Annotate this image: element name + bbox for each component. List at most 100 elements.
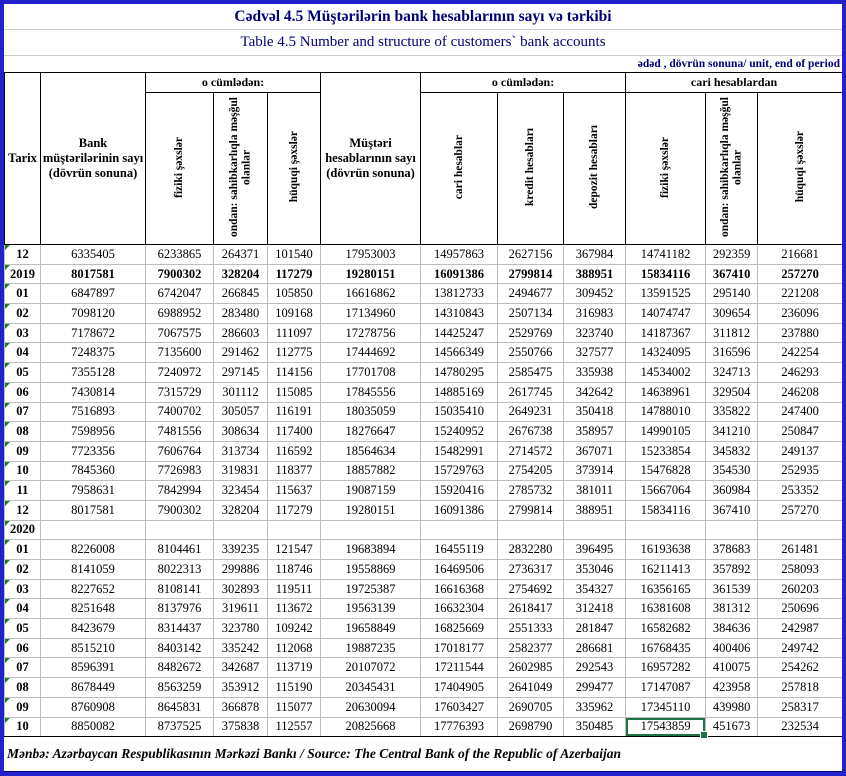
row-label-cell[interactable]: 10 [4,716,41,738]
data-cell[interactable]: 8017581 [40,499,146,521]
row-label-cell[interactable]: 10 [4,460,41,482]
data-cell[interactable]: 8251648 [40,598,146,620]
data-cell[interactable]: 242254 [757,342,842,364]
data-cell[interactable]: 19887235 [320,637,422,659]
data-cell[interactable]: 8137976 [145,598,214,620]
data-cell[interactable]: 339235 [213,539,268,560]
data-cell[interactable]: 323740 [563,322,627,344]
data-cell[interactable]: 323454 [213,480,268,501]
data-cell[interactable]: 8678449 [40,677,146,698]
data-cell[interactable]: 350418 [563,401,627,423]
data-cell[interactable]: 423958 [705,677,759,698]
row-label-cell[interactable]: 11 [4,480,41,501]
data-cell[interactable] [266,519,322,541]
data-cell[interactable]: 115190 [266,677,322,698]
row-label-cell[interactable]: 05 [4,618,41,639]
data-cell[interactable]: 20345431 [320,677,422,698]
data-cell[interactable]: 121547 [266,539,322,560]
data-cell[interactable]: 335938 [563,362,627,383]
data-cell[interactable]: 7958631 [40,480,146,501]
data-cell[interactable]: 2602985 [497,657,565,679]
data-cell[interactable]: 8314437 [145,618,214,639]
data-cell[interactable]: 7248375 [40,342,146,364]
data-cell[interactable]: 16957282 [625,657,707,679]
data-cell[interactable]: 7723356 [40,440,146,462]
data-cell[interactable]: 2754205 [497,460,565,482]
row-label-cell[interactable]: 07 [4,401,41,423]
data-cell[interactable]: 216681 [757,244,842,265]
data-cell[interactable]: 2507134 [497,303,565,324]
data-cell[interactable]: 8482672 [145,657,214,679]
data-cell[interactable]: 7516893 [40,401,146,423]
data-cell[interactable]: 16616862 [320,283,422,305]
data-cell[interactable]: 14885169 [420,381,499,403]
data-cell[interactable]: 7845360 [40,460,146,482]
data-cell[interactable]: 8645831 [145,696,214,718]
row-label-cell[interactable]: 06 [4,381,41,403]
data-cell[interactable]: 14425247 [420,322,499,344]
data-cell[interactable]: 2529769 [497,322,565,344]
data-cell[interactable]: 373914 [563,460,627,482]
row-label-cell[interactable]: 03 [4,322,41,344]
data-cell[interactable]: 14534002 [625,362,707,383]
row-label-cell[interactable]: 04 [4,342,41,364]
data-cell[interactable]: 367410 [705,499,759,521]
data-cell[interactable]: 16582682 [625,618,707,639]
data-cell[interactable]: 8737525 [145,716,214,738]
data-cell[interactable]: 105850 [266,283,322,305]
data-cell[interactable]: 249137 [757,440,842,462]
data-cell[interactable]: 14780295 [420,362,499,383]
data-cell[interactable]: 111097 [266,322,322,344]
data-cell[interactable]: 358957 [563,421,627,442]
data-cell[interactable]: 381011 [563,480,627,501]
data-cell[interactable]: 313734 [213,440,268,462]
data-cell[interactable]: 350485 [563,716,627,738]
data-cell[interactable]: 19683894 [320,539,422,560]
data-cell[interactable]: 17776393 [420,716,499,738]
data-cell[interactable]: 328204 [213,499,268,521]
data-cell[interactable]: 7598956 [40,421,146,442]
data-cell[interactable]: 113672 [266,598,322,620]
data-cell[interactable]: 16768435 [625,637,707,659]
data-cell[interactable]: 7481556 [145,421,214,442]
data-cell[interactable]: 7900302 [145,263,214,285]
data-cell[interactable]: 2736317 [497,559,565,580]
data-cell[interactable]: 16632304 [420,598,499,620]
data-cell[interactable]: 14741182 [625,244,707,265]
row-label-cell[interactable]: 12 [4,499,41,521]
data-cell[interactable]: 295140 [705,283,759,305]
data-cell[interactable]: 286603 [213,322,268,344]
data-cell[interactable]: 117279 [266,263,322,285]
data-cell[interactable]: 16091386 [420,499,499,521]
data-cell[interactable]: 116191 [266,401,322,423]
data-cell[interactable]: 327577 [563,342,627,364]
data-cell[interactable]: 291462 [213,342,268,364]
data-cell[interactable]: 335242 [213,637,268,659]
data-cell[interactable]: 378683 [705,539,759,560]
data-cell[interactable]: 250696 [757,598,842,620]
data-cell[interactable]: 2799814 [497,263,565,285]
data-cell[interactable]: 312418 [563,598,627,620]
data-cell[interactable]: 15834116 [625,263,707,285]
data-cell[interactable]: 18035059 [320,401,422,423]
data-cell[interactable]: 8022313 [145,559,214,580]
data-cell[interactable]: 20107072 [320,657,422,679]
data-cell[interactable]: 323780 [213,618,268,639]
data-cell[interactable]: 14990105 [625,421,707,442]
data-cell[interactable]: 15729763 [420,460,499,482]
data-cell[interactable]: 388951 [563,263,627,285]
data-cell[interactable]: 14324095 [625,342,707,364]
data-cell[interactable]: 15240952 [420,421,499,442]
data-cell[interactable]: 112557 [266,716,322,738]
data-cell[interactable]: 19087159 [320,480,422,501]
row-label-cell[interactable]: 07 [4,657,41,679]
data-cell[interactable]: 7240972 [145,362,214,383]
data-cell[interactable]: 118746 [266,559,322,580]
data-cell[interactable]: 8017581 [40,263,146,285]
data-cell[interactable]: 14187367 [625,322,707,344]
data-cell[interactable]: 384636 [705,618,759,639]
data-cell[interactable]: 19558869 [320,559,422,580]
data-cell[interactable]: 117279 [266,499,322,521]
data-cell[interactable]: 319611 [213,598,268,620]
data-cell[interactable]: 299477 [563,677,627,698]
